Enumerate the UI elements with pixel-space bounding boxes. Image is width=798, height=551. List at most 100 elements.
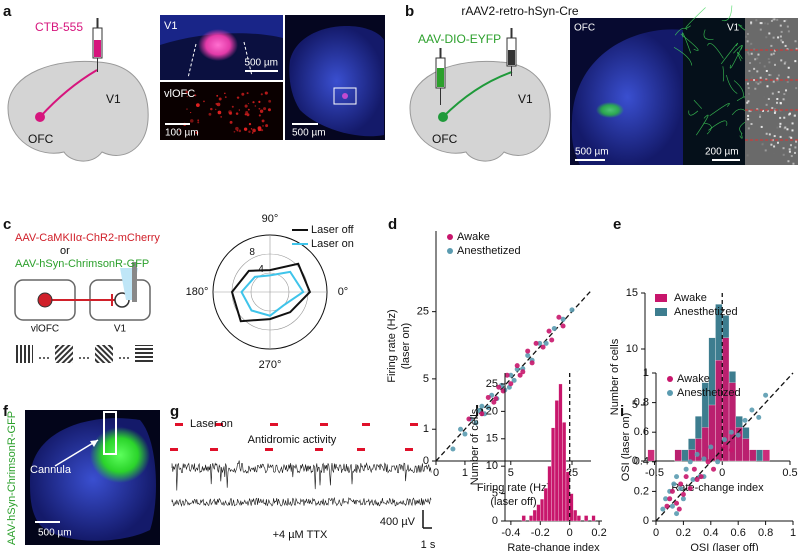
label: V1 bbox=[164, 20, 177, 32]
texture-fiber bbox=[733, 45, 743, 54]
bar bbox=[762, 449, 770, 462]
texture-dot bbox=[197, 121, 200, 124]
texture-pixel bbox=[760, 22, 763, 25]
label: or bbox=[60, 245, 70, 257]
texture-pixel bbox=[746, 82, 749, 85]
point bbox=[680, 491, 686, 497]
laser-pulse bbox=[215, 423, 223, 426]
legend-label: Awake bbox=[677, 373, 710, 385]
point bbox=[493, 396, 499, 402]
texture-pixel bbox=[776, 97, 779, 100]
texture-pixel bbox=[749, 109, 752, 112]
point bbox=[462, 431, 468, 437]
texture-dot bbox=[250, 128, 253, 130]
texture-dot bbox=[235, 112, 239, 115]
texture-pixel bbox=[759, 115, 762, 118]
y-tick-label: 5 bbox=[632, 399, 638, 411]
point bbox=[485, 394, 491, 400]
texture-dot bbox=[197, 119, 200, 122]
panel-letter: d bbox=[388, 216, 397, 233]
point bbox=[485, 405, 491, 411]
texture-pixel bbox=[756, 70, 759, 73]
texture-pixel bbox=[788, 150, 791, 153]
label: 1 s bbox=[421, 539, 436, 551]
texture-pixel bbox=[781, 41, 784, 44]
texture-dot bbox=[263, 107, 267, 111]
texture-pixel bbox=[759, 114, 762, 117]
texture-pixel bbox=[786, 48, 789, 51]
texture-dot bbox=[235, 126, 239, 131]
texture-pixel bbox=[764, 149, 767, 152]
texture-pixel bbox=[773, 63, 776, 66]
texture-dot bbox=[217, 110, 222, 115]
texture-pixel bbox=[794, 60, 797, 63]
texture-pixel bbox=[746, 154, 749, 157]
texture-dot bbox=[203, 100, 205, 103]
texture-pixel bbox=[757, 82, 760, 85]
label: OFC bbox=[432, 132, 458, 146]
texture-pixel bbox=[779, 116, 782, 119]
texture-pixel bbox=[745, 35, 748, 38]
texture-fiber bbox=[709, 102, 730, 117]
texture-pixel bbox=[771, 107, 774, 110]
bar bbox=[749, 449, 757, 462]
texture-dot bbox=[251, 132, 254, 134]
texture-dot bbox=[179, 129, 181, 132]
bar bbox=[521, 515, 526, 522]
texture-dot bbox=[261, 119, 265, 123]
texture-dot bbox=[258, 114, 261, 117]
bar bbox=[536, 504, 541, 522]
laser-pulse bbox=[170, 448, 178, 451]
texture-pixel bbox=[770, 74, 773, 77]
legend-swatch bbox=[655, 308, 667, 316]
y-tick-label: 1 bbox=[643, 367, 649, 379]
point bbox=[551, 326, 557, 332]
texture-pixel bbox=[776, 126, 779, 129]
panel-letter: i bbox=[620, 403, 624, 420]
texture-pixel bbox=[765, 132, 768, 135]
texture-dot bbox=[254, 105, 257, 107]
texture-fiber bbox=[720, 42, 739, 65]
texture-pixel bbox=[767, 110, 770, 113]
texture-dot bbox=[245, 111, 249, 115]
point bbox=[537, 340, 543, 346]
point bbox=[473, 420, 479, 426]
label: Laser on bbox=[190, 418, 233, 430]
texture-dot bbox=[216, 94, 219, 97]
texture-pixel bbox=[759, 22, 762, 25]
y-tick-label: 0.6 bbox=[634, 426, 649, 438]
label: rAAV2-retro-hSyn-Cre bbox=[461, 4, 578, 18]
x-tick-label: 1 bbox=[462, 467, 468, 479]
laser-pulse bbox=[362, 423, 370, 426]
label: 400 µV bbox=[380, 516, 416, 528]
texture-pixel bbox=[759, 28, 762, 31]
y-tick-label: 0 bbox=[492, 515, 498, 527]
micrograph-a bbox=[160, 15, 385, 140]
texture-pixel bbox=[773, 145, 776, 148]
y-tick-label: 15 bbox=[486, 433, 498, 445]
label: OFC bbox=[574, 23, 595, 34]
y-tick-label: 25 bbox=[417, 306, 429, 318]
texture-pixel bbox=[779, 125, 782, 128]
texture-dot bbox=[236, 96, 240, 99]
texture-dot bbox=[185, 90, 189, 94]
label: V1 bbox=[114, 324, 127, 335]
texture-dot bbox=[247, 102, 250, 105]
texture-pixel bbox=[747, 92, 750, 95]
texture-dot bbox=[190, 111, 192, 114]
point bbox=[525, 352, 531, 358]
point bbox=[708, 444, 714, 450]
x-tick-label: 0.8 bbox=[758, 527, 773, 539]
texture-pixel bbox=[787, 76, 790, 79]
texture-pixel bbox=[768, 133, 771, 136]
texture-pixel bbox=[780, 39, 783, 42]
texture-pixel bbox=[782, 147, 785, 150]
y-tick-label: 25 bbox=[486, 378, 498, 390]
texture-dot bbox=[252, 128, 256, 133]
texture-pixel bbox=[757, 53, 760, 56]
bar bbox=[688, 449, 696, 462]
texture-dot bbox=[215, 108, 217, 111]
texture-dot bbox=[231, 105, 234, 108]
texture-pixel bbox=[765, 103, 768, 106]
laser-pulse bbox=[410, 423, 418, 426]
